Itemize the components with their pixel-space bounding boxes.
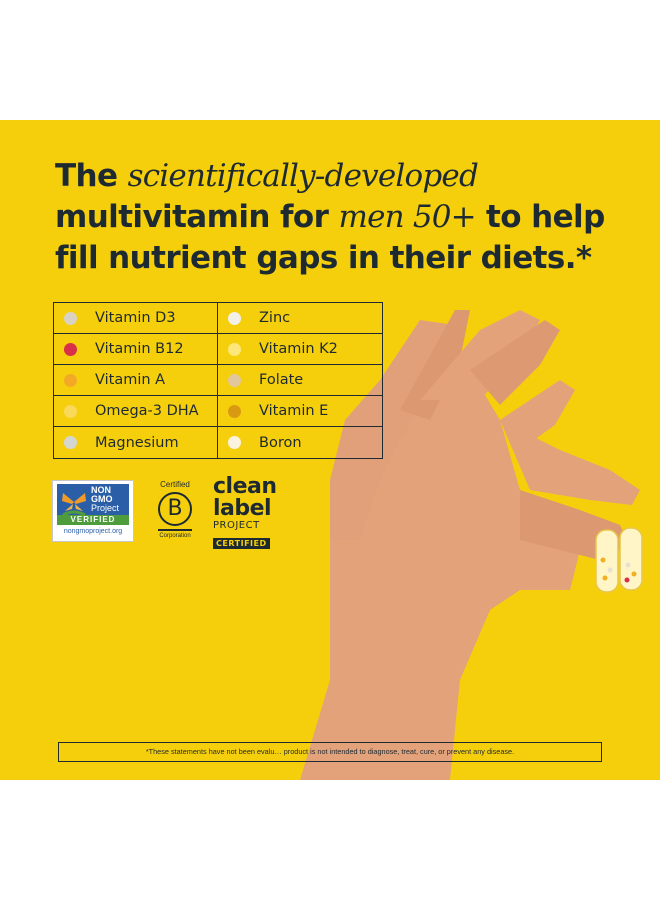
headline-text: to help bbox=[475, 199, 605, 235]
nutrient-cell: Boron bbox=[218, 427, 382, 458]
nutrient-cell: Vitamin K2 bbox=[218, 334, 382, 365]
bcorp-certified-label: Certified bbox=[160, 480, 190, 489]
fda-disclaimer: *These statements have not been evalu… p… bbox=[58, 742, 602, 762]
nutrient-dot-icon bbox=[64, 311, 77, 325]
headline-text: fill nutrient gaps in their diets.* bbox=[55, 240, 592, 276]
nutrient-dot-icon bbox=[64, 373, 77, 387]
headline-text: The bbox=[55, 158, 128, 194]
butterfly-icon bbox=[62, 493, 86, 517]
headline: The scientifically-developed multivitami… bbox=[55, 156, 615, 279]
nutrient-table: Vitamin D3 Zinc Vitamin B12 Vitamin K2 V… bbox=[53, 302, 383, 459]
non-gmo-text: NON GMO Project bbox=[91, 486, 119, 513]
bcorp-corporation-label: Corporation bbox=[159, 533, 191, 539]
nutrient-label: Vitamin B12 bbox=[95, 341, 184, 357]
headline-text: multivitamin for bbox=[55, 199, 339, 235]
non-gmo-line: Project bbox=[91, 503, 120, 513]
bcorp-divider bbox=[158, 529, 192, 531]
nutrient-dot-icon bbox=[228, 373, 241, 387]
nutrient-cell: Zinc bbox=[218, 303, 382, 334]
non-gmo-line: NON bbox=[91, 485, 111, 495]
nutrient-cell: Vitamin B12 bbox=[54, 334, 218, 365]
headline-emphasis: men 50+ bbox=[338, 199, 476, 235]
non-gmo-verified-label: VERIFIED bbox=[57, 515, 129, 525]
non-gmo-verified-badge: NON GMO Project VERIFIED nongmoproject.o… bbox=[52, 480, 134, 542]
nutrient-dot-icon bbox=[228, 404, 241, 418]
nutrient-dot-icon bbox=[228, 436, 241, 449]
nutrient-dot-icon bbox=[228, 311, 241, 325]
product-panel: The scientifically-developed multivitami… bbox=[0, 120, 660, 780]
nutrient-label: Omega-3 DHA bbox=[95, 403, 199, 419]
nutrient-label: Zinc bbox=[259, 310, 291, 326]
non-gmo-url: nongmoproject.org bbox=[63, 528, 123, 535]
nutrient-cell: Vitamin E bbox=[218, 396, 382, 427]
nutrient-label: Vitamin K2 bbox=[259, 341, 338, 357]
nutrient-cell: Vitamin D3 bbox=[54, 303, 218, 334]
nutrient-label: Magnesium bbox=[95, 434, 179, 451]
nutrient-cell: Omega-3 DHA bbox=[54, 396, 218, 427]
nutrient-dot-icon bbox=[64, 404, 77, 418]
nutrient-label: Vitamin A bbox=[95, 372, 166, 388]
nutrient-dot-icon bbox=[64, 436, 77, 449]
clean-label-project-badge: clean label PROJECT CERTIFIED bbox=[213, 476, 277, 550]
clean-label-word: clean bbox=[213, 474, 277, 499]
clean-label-word: label bbox=[213, 496, 272, 521]
nutrient-cell: Vitamin A bbox=[54, 365, 218, 396]
headline-emphasis: scientifically-developed bbox=[127, 158, 479, 194]
non-gmo-line: GMO bbox=[91, 494, 113, 504]
bcorp-logo-icon: B bbox=[158, 492, 192, 526]
hand-holding-capsule-image bbox=[300, 310, 643, 780]
nutrient-dot-icon bbox=[64, 342, 77, 356]
nutrient-label: Vitamin D3 bbox=[95, 310, 176, 326]
nutrient-cell: Magnesium bbox=[54, 427, 218, 458]
certified-b-corporation-badge: Certified B Corporation bbox=[150, 480, 200, 550]
nutrient-label: Folate bbox=[259, 372, 304, 388]
clean-label-project-text: PROJECT bbox=[213, 520, 260, 531]
clean-label-certified-text: CERTIFIED bbox=[213, 538, 270, 549]
nutrient-label: Boron bbox=[259, 434, 302, 451]
nutrient-label: Vitamin E bbox=[259, 403, 329, 419]
nutrient-dot-icon bbox=[228, 342, 241, 356]
nutrient-cell: Folate bbox=[218, 365, 382, 396]
